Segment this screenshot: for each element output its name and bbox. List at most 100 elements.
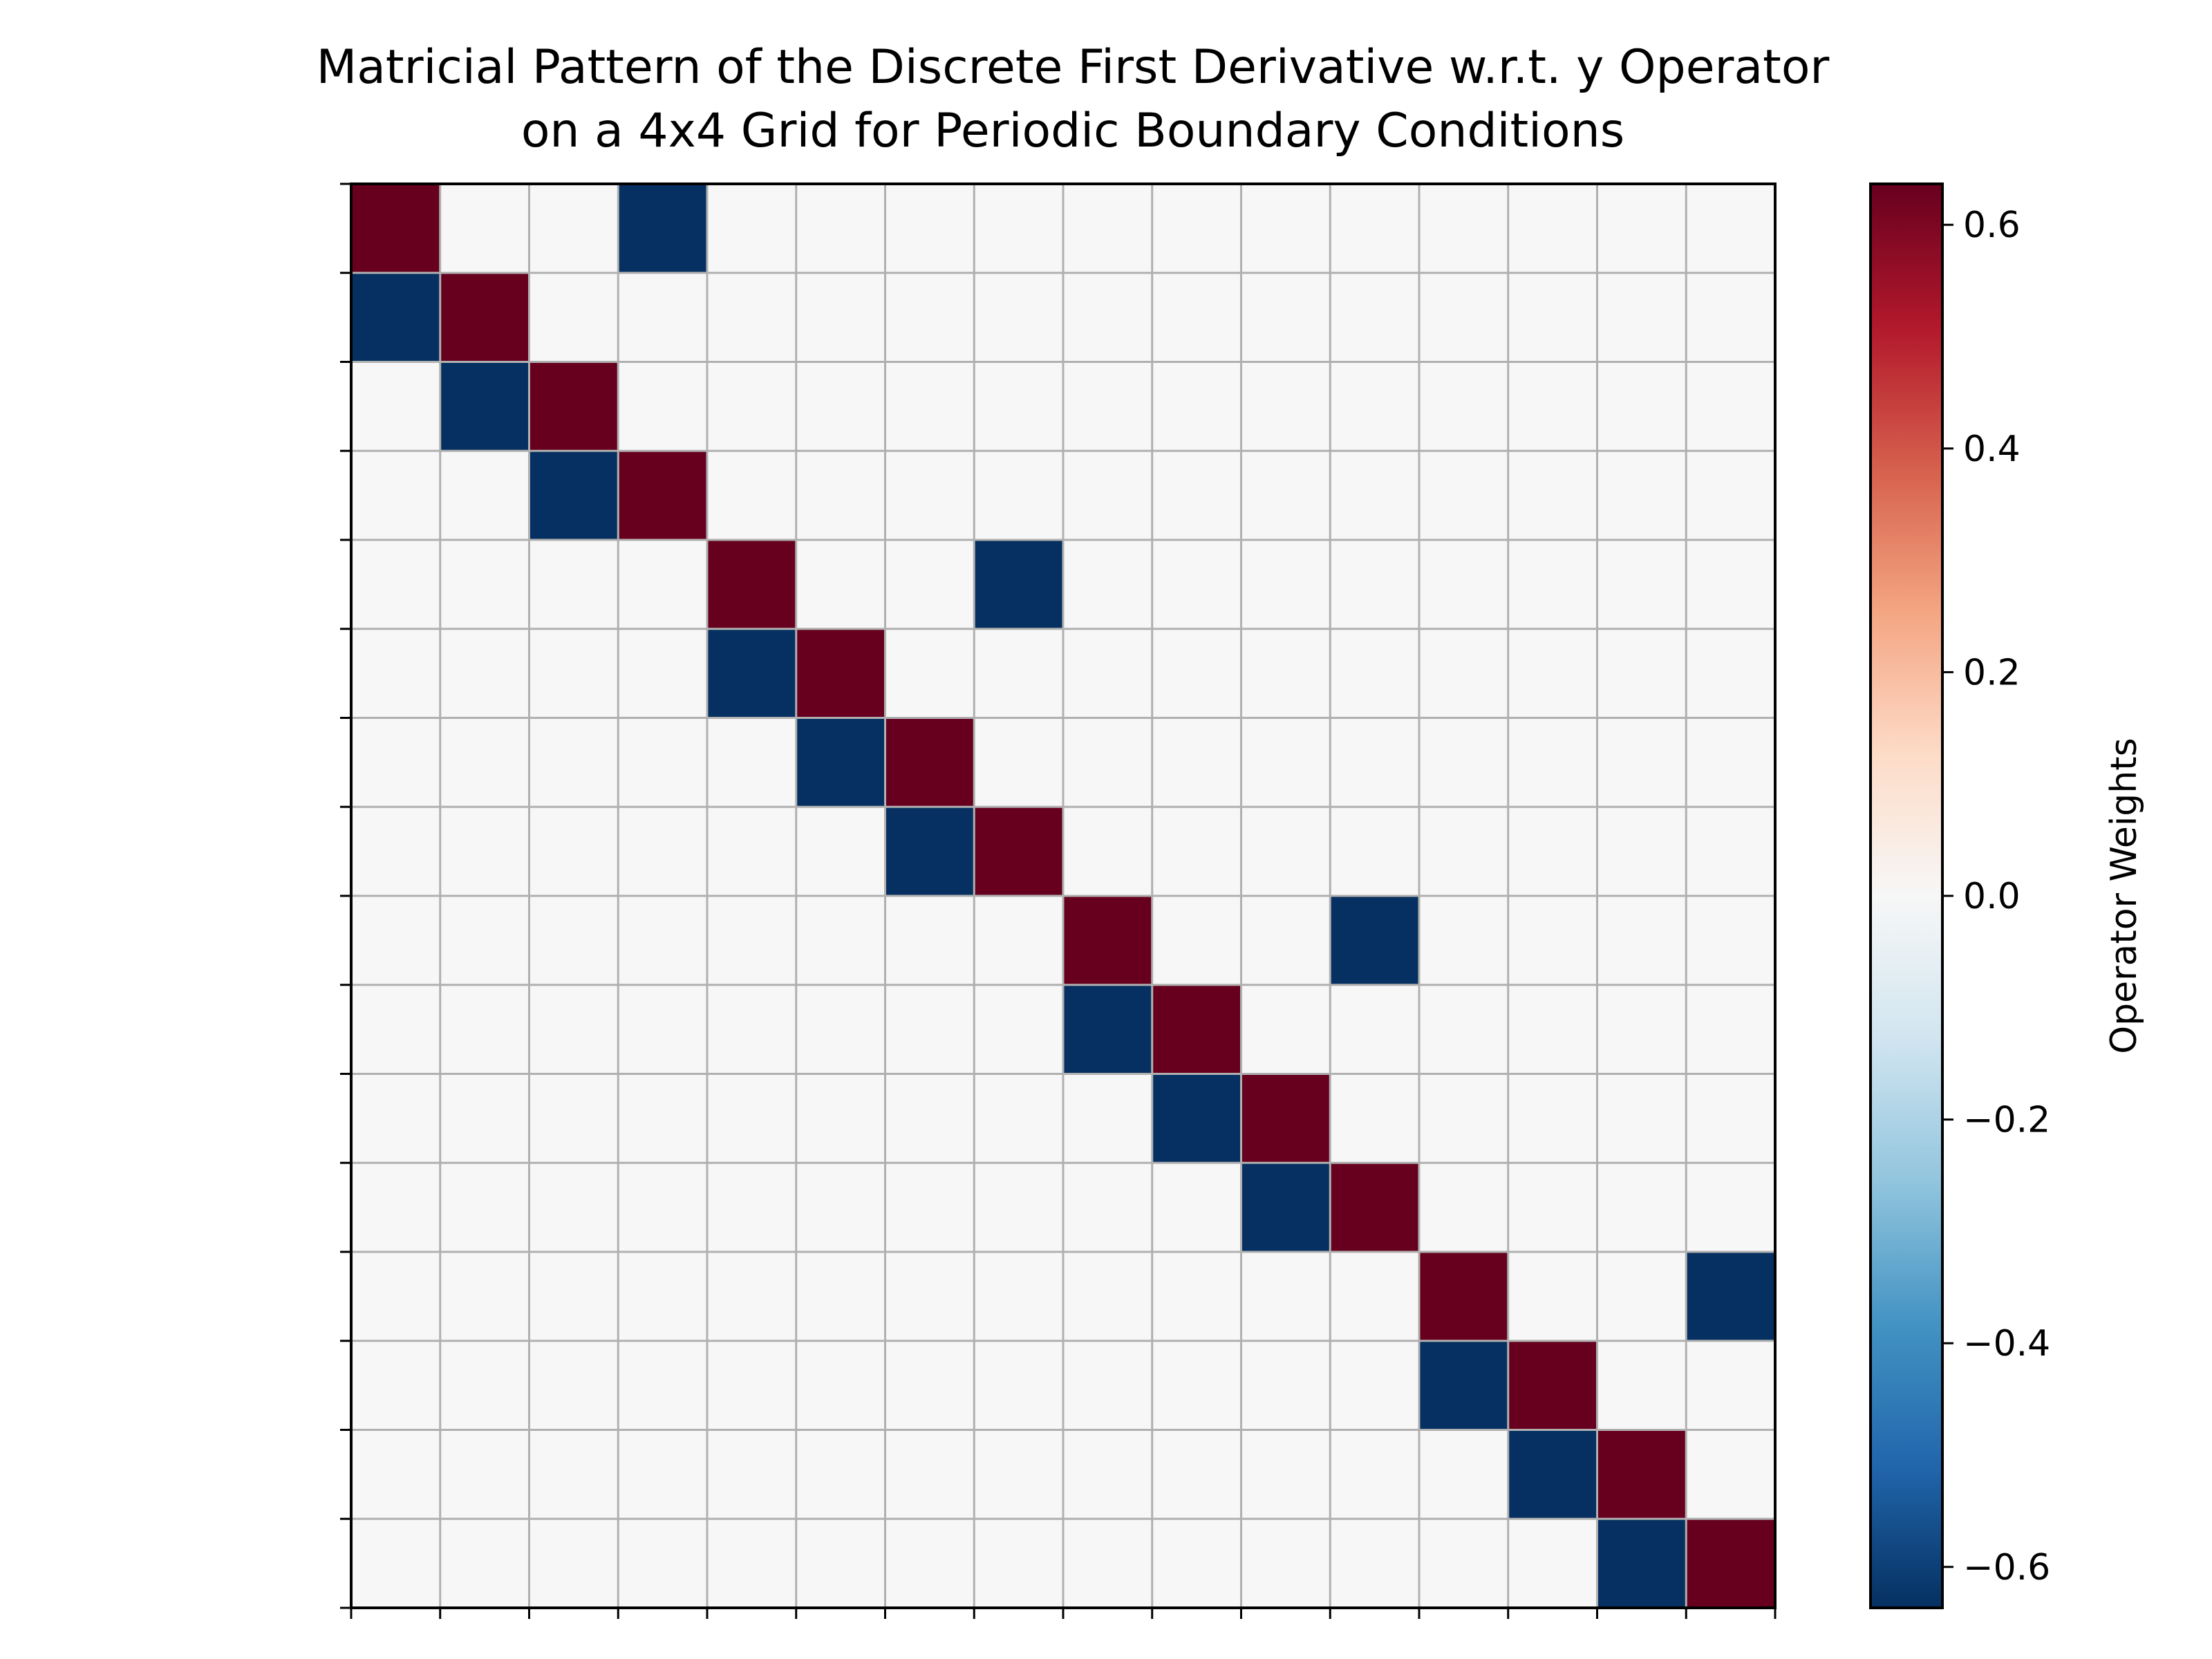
heatmap-cell: [1597, 184, 1687, 273]
heatmap-cell: [351, 540, 440, 629]
heatmap-cell: [1330, 984, 1419, 1074]
heatmap-cell: [885, 807, 975, 896]
heatmap-cell: [1419, 896, 1508, 985]
heatmap-cell: [1419, 628, 1508, 718]
heatmap-cell: [796, 718, 885, 807]
heatmap-cell: [351, 451, 440, 540]
heatmap-cell: [529, 1252, 619, 1341]
heatmap-cell: [1508, 272, 1597, 362]
heatmap-cell: [796, 1074, 885, 1163]
heatmap-cell: [618, 807, 707, 896]
heatmap-cell: [1152, 984, 1241, 1074]
heatmap-cell: [1597, 1519, 1687, 1608]
heatmap-cell: [1419, 1519, 1508, 1608]
heatmap-cell: [529, 540, 619, 629]
heatmap-cell: [440, 451, 529, 540]
heatmap-cell: [1152, 1430, 1241, 1519]
heatmap-cell: [1152, 272, 1241, 362]
heatmap-cell: [707, 184, 796, 273]
heatmap-cell: [796, 1430, 885, 1519]
chart-subtitle: on a 4x4 Grid for Periodic Boundary Cond…: [521, 104, 1624, 158]
heatmap-cell: [974, 984, 1063, 1074]
heatmap-cell: [1063, 1163, 1152, 1252]
heatmap-cell: [707, 984, 796, 1074]
heatmap-cell: [974, 184, 1063, 273]
heatmap-cell: [529, 718, 619, 807]
heatmap-cell: [351, 184, 440, 273]
heatmap-cell: [529, 1074, 619, 1163]
heatmap-cell: [440, 1074, 529, 1163]
heatmap-cell: [1508, 1430, 1597, 1519]
heatmap-cell: [529, 1430, 619, 1519]
heatmap-cell: [1686, 984, 1775, 1074]
heatmap-cell: [1152, 362, 1241, 451]
heatmap-cell: [707, 1430, 796, 1519]
heatmap-cell: [1241, 1519, 1331, 1608]
heatmap-cell: [707, 1074, 796, 1163]
heatmap-cell: [1597, 1430, 1687, 1519]
colorbar-tick-label: −0.4: [1963, 1323, 2050, 1365]
heatmap-cell: [796, 272, 885, 362]
heatmap-cell: [1419, 540, 1508, 629]
heatmap-cell: [885, 1163, 975, 1252]
heatmap-cell: [974, 540, 1063, 629]
chart-title: Matricial Pattern of the Discrete First …: [317, 40, 1830, 95]
heatmap-cell: [618, 540, 707, 629]
heatmap-cell: [1419, 1340, 1508, 1430]
heatmap-cell: [1241, 1163, 1331, 1252]
heatmap-cell: [1597, 1163, 1687, 1252]
heatmap-cell: [1330, 1163, 1419, 1252]
heatmap-cell: [1686, 1252, 1775, 1341]
heatmap-cell: [1152, 1252, 1241, 1341]
heatmap-cell: [618, 272, 707, 362]
heatmap-cell: [1330, 628, 1419, 718]
heatmap-cell: [885, 540, 975, 629]
heatmap-cell: [796, 628, 885, 718]
heatmap-cell: [974, 1074, 1063, 1163]
heatmap-cell: [885, 272, 975, 362]
heatmap-cell: [1597, 540, 1687, 629]
heatmap-cell: [618, 718, 707, 807]
heatmap-cell: [1152, 1340, 1241, 1430]
heatmap-cell: [440, 1430, 529, 1519]
heatmap-cell: [1686, 1430, 1775, 1519]
heatmap-cell: [1241, 451, 1331, 540]
heatmap-cell: [707, 718, 796, 807]
heatmap-cell: [1063, 984, 1152, 1074]
heatmap-cell: [1241, 628, 1331, 718]
heatmap-cell: [1419, 362, 1508, 451]
heatmap-cell: [529, 184, 619, 273]
heatmap-cell: [974, 1430, 1063, 1519]
heatmap-cell: [796, 540, 885, 629]
heatmap-cell: [1597, 362, 1687, 451]
heatmap-cell: [1152, 1074, 1241, 1163]
heatmap-cell: [351, 362, 440, 451]
heatmap-cell: [885, 184, 975, 273]
heatmap-cell: [1152, 896, 1241, 985]
heatmap-cell: [1152, 1163, 1241, 1252]
heatmap-cell: [1241, 184, 1331, 273]
heatmap-cell: [529, 451, 619, 540]
heatmap-cell: [1508, 451, 1597, 540]
colorbar-tick-label: 0.2: [1963, 652, 2021, 693]
heatmap-cell: [707, 896, 796, 985]
heatmap-cell: [618, 896, 707, 985]
heatmap-cell: [1686, 540, 1775, 629]
heatmap-cell: [1063, 540, 1152, 629]
heatmap-cell: [1419, 1252, 1508, 1341]
heatmap-cell: [351, 1340, 440, 1430]
heatmap-cell: [707, 362, 796, 451]
heatmap-cell: [885, 451, 975, 540]
colorbar-tick-label: −0.6: [1963, 1547, 2050, 1588]
heatmap-cell: [440, 984, 529, 1074]
colorbar-tick-label: −0.2: [1963, 1100, 2050, 1141]
heatmap-cell: [974, 718, 1063, 807]
colorbar-tick-label: 0.4: [1963, 429, 2021, 470]
heatmap-cell: [1152, 1519, 1241, 1608]
heatmap-cell: [1241, 1252, 1331, 1341]
heatmap-cell: [796, 1163, 885, 1252]
heatmap-cell: [440, 1252, 529, 1341]
heatmap-cell: [1241, 1340, 1331, 1430]
heatmap-cell: [885, 1430, 975, 1519]
heatmap-cell: [1063, 1074, 1152, 1163]
